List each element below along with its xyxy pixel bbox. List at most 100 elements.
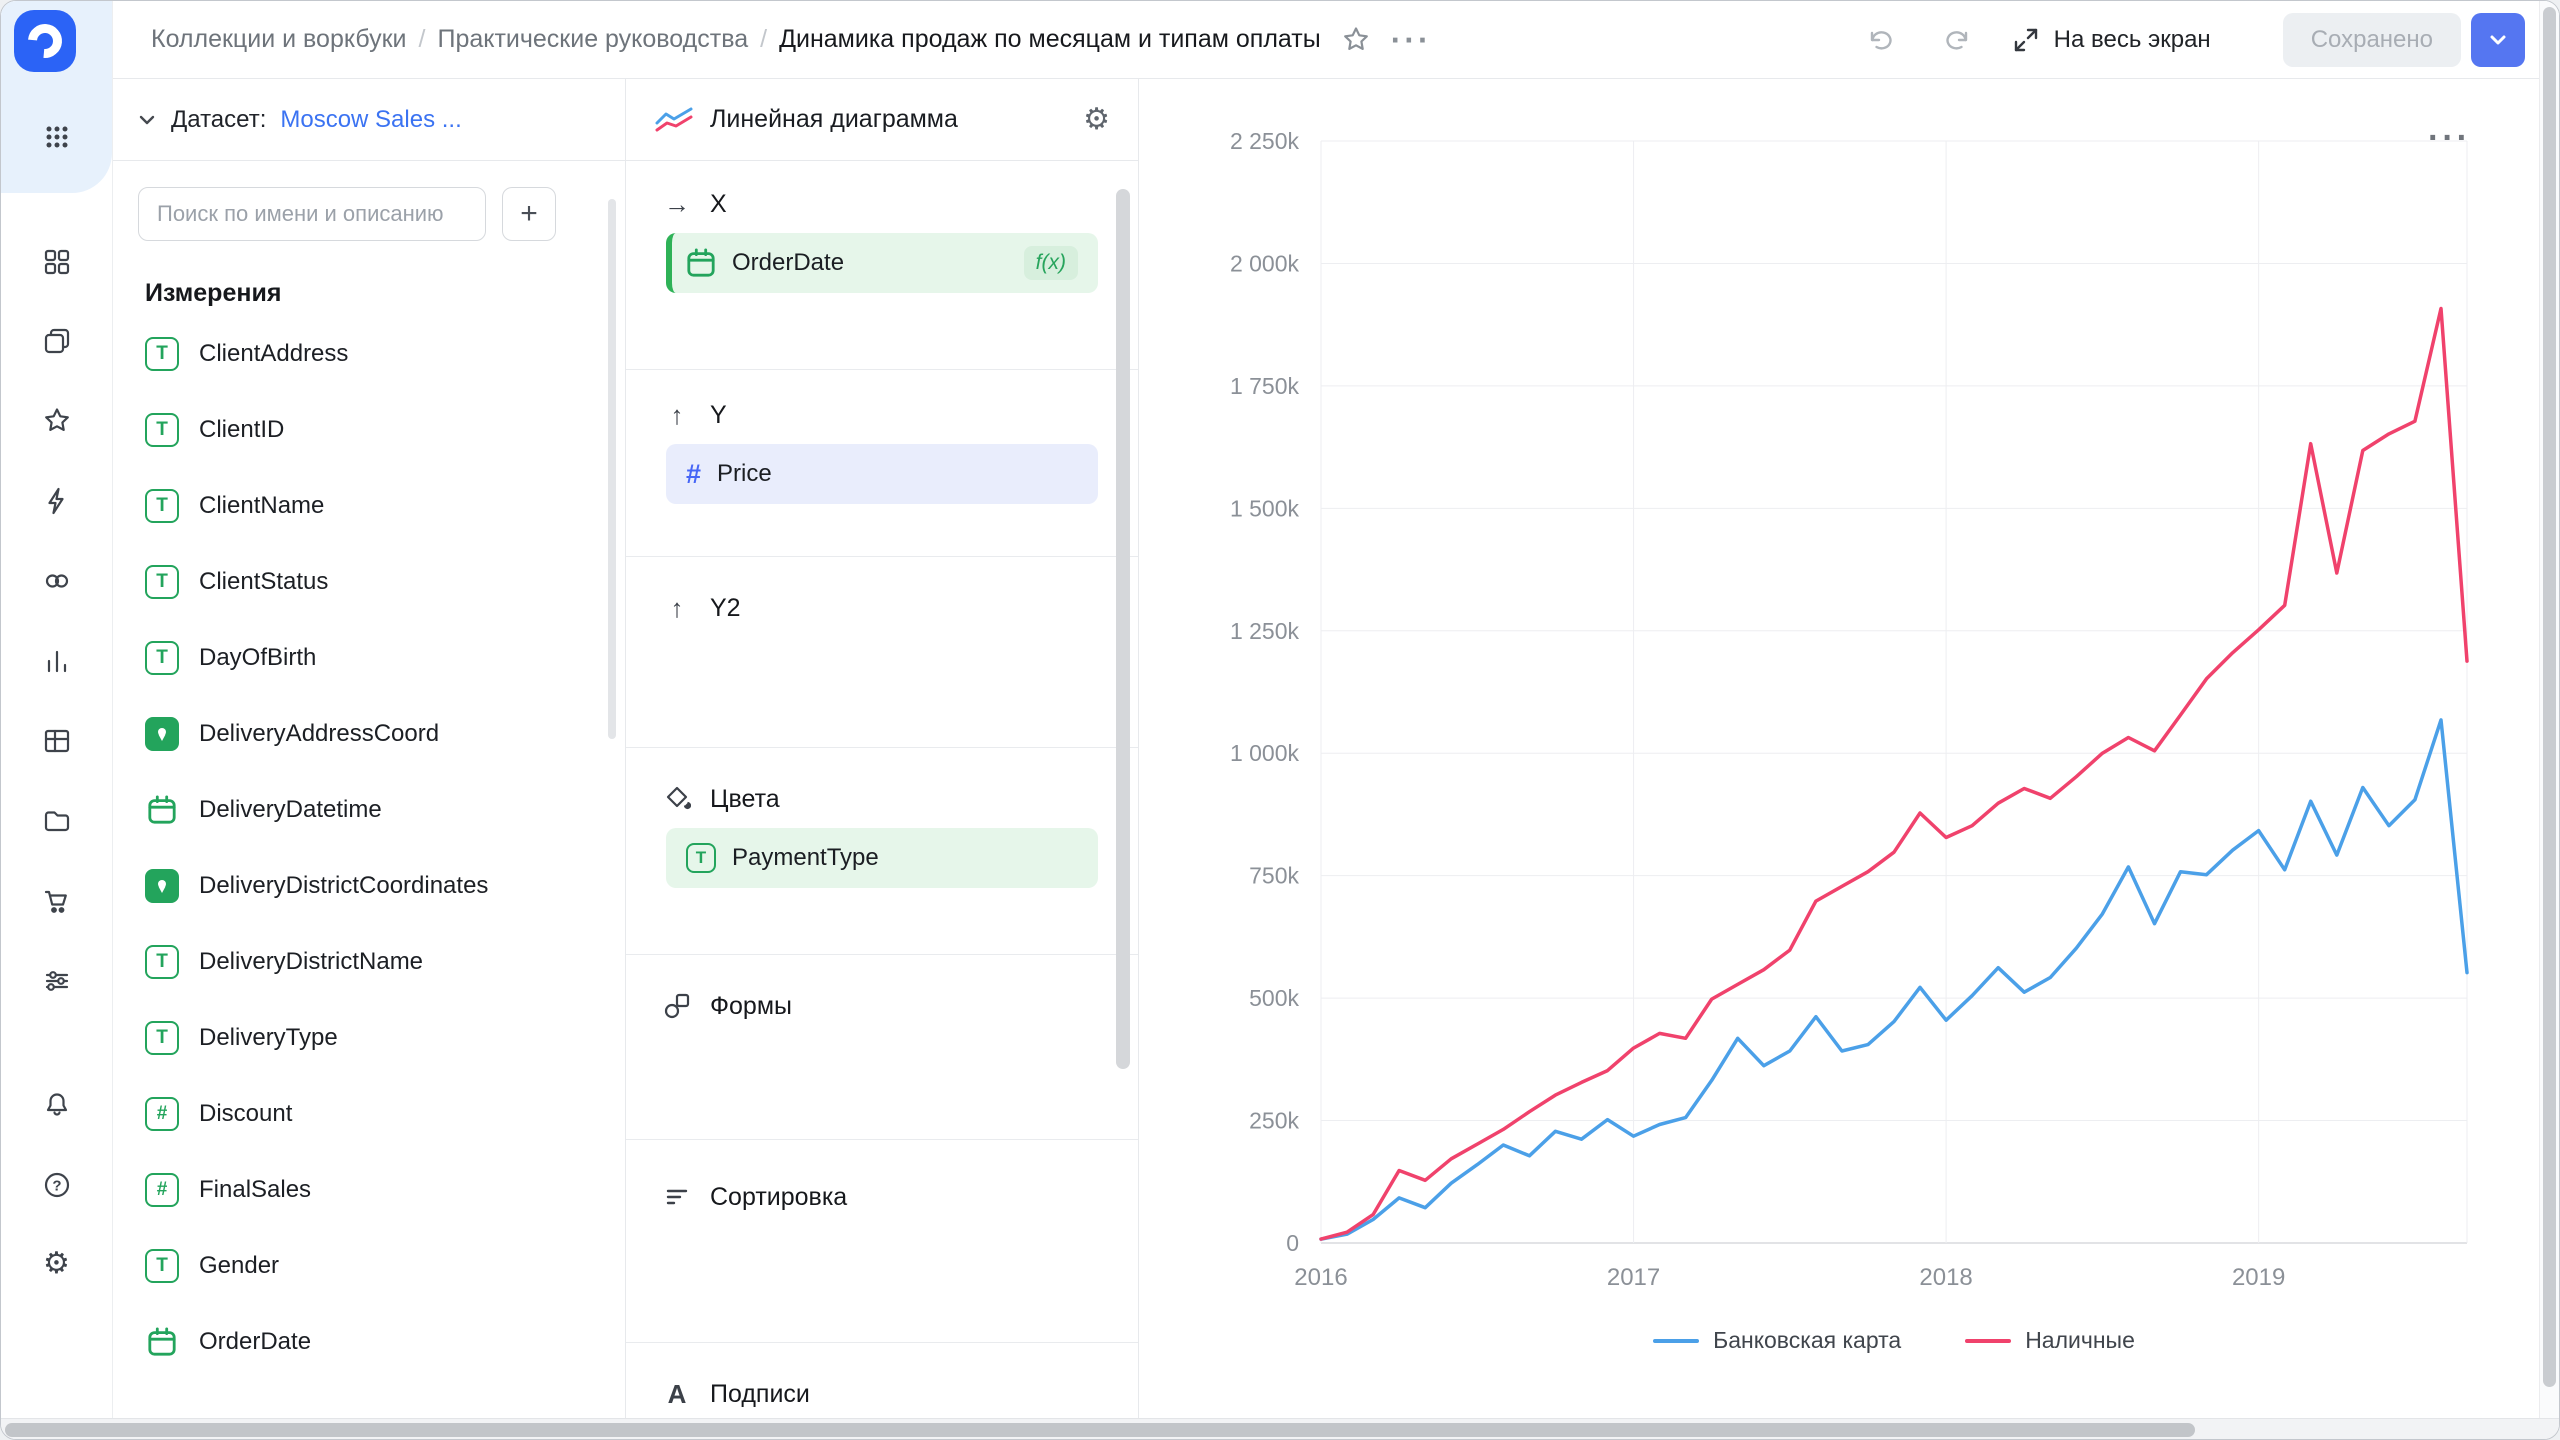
flow-icon xyxy=(42,966,72,996)
text-icon: T xyxy=(145,489,179,523)
sidebar-item-flow[interactable] xyxy=(1,949,112,1013)
field-row-gender[interactable]: T Gender xyxy=(113,1228,625,1304)
field-row-dayofbirth[interactable]: T DayOfBirth xyxy=(113,620,625,696)
folder-icon xyxy=(42,806,72,836)
number-icon: # xyxy=(145,1097,179,1131)
chevron-down-icon[interactable] xyxy=(137,110,157,130)
undo-icon[interactable] xyxy=(1866,25,1896,55)
field-chip-price[interactable]: # Price xyxy=(666,444,1098,504)
sidebar-item-settings[interactable]: ⚙ xyxy=(1,1232,112,1296)
apps-grid-icon xyxy=(42,122,72,152)
svg-text:2 250k: 2 250k xyxy=(1230,128,1300,154)
field-chip-paymenttype[interactable]: T PaymentType xyxy=(666,828,1098,888)
field-row-discount[interactable]: # Discount xyxy=(113,1076,625,1152)
breadcrumb-link[interactable]: Коллекции и воркбуки xyxy=(151,25,407,53)
dimensions-section-title: Измерения xyxy=(145,279,282,307)
sidebar-item-widgets[interactable] xyxy=(1,230,112,294)
text-icon: T xyxy=(145,641,179,675)
field-chip-orderdate[interactable]: OrderDate f(x) xyxy=(666,233,1098,293)
field-row-clientname[interactable]: T ClientName xyxy=(113,468,625,544)
chart-settings-gear-icon[interactable]: ⚙ xyxy=(1083,102,1110,136)
field-row-orderdate[interactable]: OrderDate xyxy=(113,1304,625,1380)
svg-text:250k: 250k xyxy=(1249,1108,1299,1134)
svg-text:?: ? xyxy=(52,1178,61,1195)
dataset-panel-header: Датасет: Moscow Sales ... xyxy=(113,79,625,161)
chart-config-panel: Линейная диаграмма ⚙ → X OrderDate f(x) … xyxy=(626,79,1139,1418)
field-search-input[interactable] xyxy=(138,187,486,241)
svg-text:0: 0 xyxy=(1286,1230,1299,1256)
formula-badge[interactable]: f(x) xyxy=(1023,246,1078,280)
breadcrumb-separator: / xyxy=(760,25,768,53)
svg-text:750k: 750k xyxy=(1249,863,1299,889)
svg-text:2019: 2019 xyxy=(2232,1264,2285,1291)
sidebar-item-bell[interactable] xyxy=(1,1073,112,1137)
field-row-finalsales[interactable]: # FinalSales xyxy=(113,1152,625,1228)
arrow-up-icon: ↑ xyxy=(670,592,684,623)
field-row-deliveryaddresscoord[interactable]: DeliveryAddressCoord xyxy=(113,696,625,772)
widgets-icon xyxy=(42,247,72,277)
save-dropdown-button[interactable] xyxy=(2471,12,2525,67)
label-a-icon: A xyxy=(667,1378,687,1409)
field-row-clientaddress[interactable]: T ClientAddress xyxy=(113,316,625,392)
logo-swirl-icon xyxy=(21,17,69,65)
sidebar-item-apps-grid[interactable] xyxy=(1,105,112,169)
field-label: ClientAddress xyxy=(199,340,349,367)
legend-item[interactable]: Банковская карта xyxy=(1653,1327,1901,1354)
star-icon xyxy=(42,406,72,436)
line-chart-icon xyxy=(655,107,693,131)
chart-type-label[interactable]: Линейная диаграмма xyxy=(710,105,958,133)
horizontal-scrollbar-thumb[interactable] xyxy=(5,1423,2195,1437)
sidebar-item-help[interactable]: ? xyxy=(1,1153,112,1217)
add-field-button[interactable]: + xyxy=(502,187,556,241)
sidebar-item-folder[interactable] xyxy=(1,789,112,853)
save-button[interactable]: Сохранено xyxy=(2282,12,2461,67)
sidebar-item-lightning[interactable] xyxy=(1,469,112,533)
field-label: DayOfBirth xyxy=(199,644,317,671)
legend-item[interactable]: Наличные xyxy=(1965,1327,2135,1354)
arrow-up-icon: ↑ xyxy=(670,399,684,430)
dataset-panel: Датасет: Moscow Sales ... + Измерения TC… xyxy=(113,79,626,1418)
shapes-icon xyxy=(662,992,692,1020)
sidebar-item-table[interactable] xyxy=(1,709,112,773)
bell-icon xyxy=(42,1090,72,1120)
field-row-clientid[interactable]: T ClientID xyxy=(113,392,625,468)
text-icon: T xyxy=(145,945,179,979)
section-colors: Цвета xyxy=(626,784,1138,814)
more-menu-button[interactable]: ··· xyxy=(1390,21,1432,58)
dataset-label: Датасет: xyxy=(171,105,267,133)
field-row-clientstatus[interactable]: T ClientStatus xyxy=(113,544,625,620)
svg-text:1 750k: 1 750k xyxy=(1230,373,1300,399)
field-row-deliverydistrictname[interactable]: T DeliveryDistrictName xyxy=(113,924,625,1000)
field-row-deliverydatetime[interactable]: DeliveryDatetime xyxy=(113,772,625,848)
chart-menu-button[interactable]: ··· xyxy=(2428,119,2471,157)
dataset-name-link[interactable]: Moscow Sales ... xyxy=(280,105,462,133)
breadcrumb-link[interactable]: Практические руководства xyxy=(437,25,749,53)
field-row-deliverytype[interactable]: T DeliveryType xyxy=(113,1000,625,1076)
field-row-deliverydistrictcoordinates[interactable]: DeliveryDistrictCoordinates xyxy=(113,848,625,924)
field-label: DeliveryDistrictCoordinates xyxy=(199,872,489,899)
svg-text:1 500k: 1 500k xyxy=(1230,495,1300,521)
geopoint-icon xyxy=(145,717,179,751)
date-icon xyxy=(145,1325,179,1359)
config-panel-scrollbar-thumb[interactable] xyxy=(1116,189,1130,1069)
chart-plot[interactable]: 0 250k 500k 750k 1 000k 1 250k 1 500k 1 750k 2 0… xyxy=(1139,79,2541,1309)
date-icon xyxy=(145,793,179,827)
favorite-star-icon[interactable] xyxy=(1341,25,1371,55)
sidebar-item-layers[interactable] xyxy=(1,309,112,373)
sidebar-item-star[interactable] xyxy=(1,389,112,453)
app-logo[interactable] xyxy=(14,10,76,72)
dataset-panel-scrollbar-thumb[interactable] xyxy=(608,199,616,739)
sidebar-item-cart[interactable] xyxy=(1,869,112,933)
svg-text:2018: 2018 xyxy=(1919,1264,1972,1291)
sidebar-item-bar-chart[interactable] xyxy=(1,629,112,693)
field-label: FinalSales xyxy=(199,1176,312,1203)
vertical-scrollbar-thumb[interactable] xyxy=(2543,7,2556,1387)
field-label: Discount xyxy=(199,1100,293,1127)
field-label: DeliveryType xyxy=(199,1024,338,1051)
svg-text:2017: 2017 xyxy=(1607,1264,1660,1291)
sidebar-item-rings[interactable] xyxy=(1,549,112,613)
help-icon: ? xyxy=(42,1170,72,1200)
redo-icon[interactable] xyxy=(1942,25,1972,55)
legend-label: Банковская карта xyxy=(1713,1327,1902,1353)
fullscreen-button[interactable]: На весь экран xyxy=(2012,26,2211,54)
